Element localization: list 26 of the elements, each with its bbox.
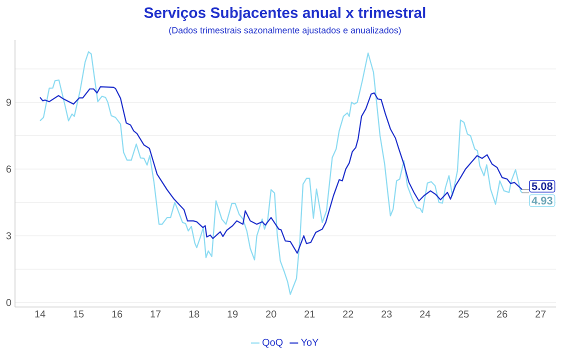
- x-tick-label: 22: [343, 310, 354, 318]
- x-tick-label: 16: [112, 310, 122, 318]
- x-tick-label: 15: [74, 310, 84, 318]
- data-label: 4.93: [532, 196, 552, 205]
- line-series: [39, 51, 523, 295]
- chart-subtitle: (Dados trimestrais sazonalmente ajustados e anualizados): [169, 26, 401, 36]
- legend-label: QoQ: [262, 338, 283, 348]
- x-tick-label: 21: [304, 310, 315, 318]
- y-tick-label: 3: [6, 232, 12, 240]
- x-tick-label: 19: [228, 310, 238, 318]
- y-tick-label: 9: [6, 98, 12, 106]
- x-tick-label: 14: [35, 310, 46, 318]
- x-tick-label: 17: [150, 310, 161, 318]
- x-tick-label: 27: [536, 310, 546, 318]
- chart-title: Serviços Subjacentes anual x trimestral: [144, 7, 426, 21]
- y-tick-label: 6: [6, 166, 12, 173]
- x-tick-label: 20: [266, 310, 276, 318]
- data-label: 5.08: [532, 182, 552, 190]
- x-tick-label: 26: [497, 310, 508, 318]
- x-tick-label: 24: [420, 310, 430, 318]
- legend-label: YoY: [300, 338, 318, 346]
- x-tick-label: 18: [189, 310, 200, 318]
- line-series: [39, 86, 523, 254]
- x-tick-label: 25: [458, 310, 469, 318]
- x-tick-label: 23: [382, 310, 392, 318]
- y-tick-label: 0: [6, 299, 12, 306]
